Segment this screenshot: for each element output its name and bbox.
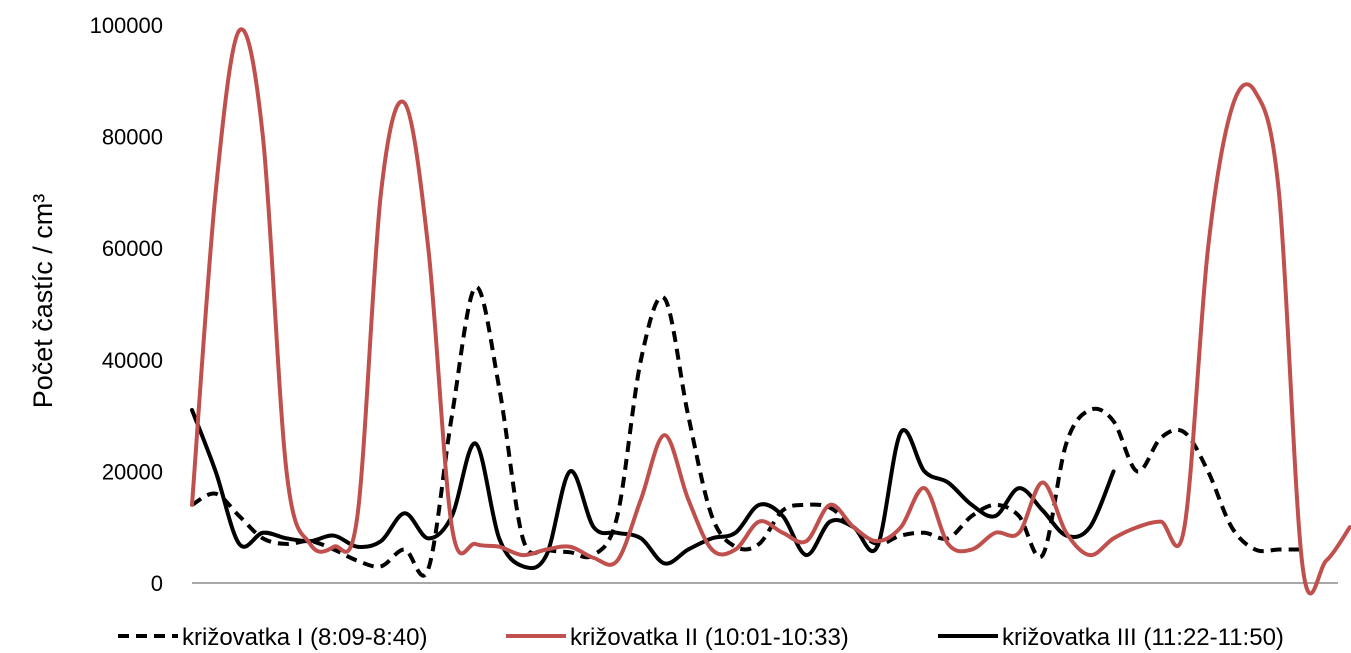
- series-layer: [190, 27, 1351, 596]
- legend-label: križovatka III (11:22-11:50): [1002, 624, 1284, 651]
- y-axis-title: Počet častíc / cm³: [28, 194, 58, 409]
- series-line-1: [190, 285, 1303, 578]
- legend-label: križovatka I (8:09-8:40): [182, 624, 427, 651]
- y-tick-label: 80000: [102, 125, 163, 150]
- legend-label: križovatka II (10:01-10:33): [570, 624, 849, 651]
- series-line-2: [190, 27, 1351, 596]
- y-tick-label: 20000: [102, 459, 163, 484]
- legend: križovatka I (8:09-8:40) križovatka II (1…: [118, 624, 1284, 651]
- series-line-3: [190, 408, 1116, 571]
- legend-item-2: križovatka II (10:01-10:33): [506, 624, 849, 651]
- y-tick-label: 60000: [102, 236, 163, 261]
- legend-item-1: križovatka I (8:09-8:40): [118, 624, 427, 651]
- legend-item-3: križovatka III (11:22-11:50): [938, 624, 1284, 651]
- y-axis-ticks: 0 20000 40000 60000 80000 100000: [90, 13, 163, 596]
- y-tick-label: 100000: [90, 13, 163, 38]
- y-tick-label: 40000: [102, 348, 163, 373]
- y-tick-label: 0: [151, 571, 163, 596]
